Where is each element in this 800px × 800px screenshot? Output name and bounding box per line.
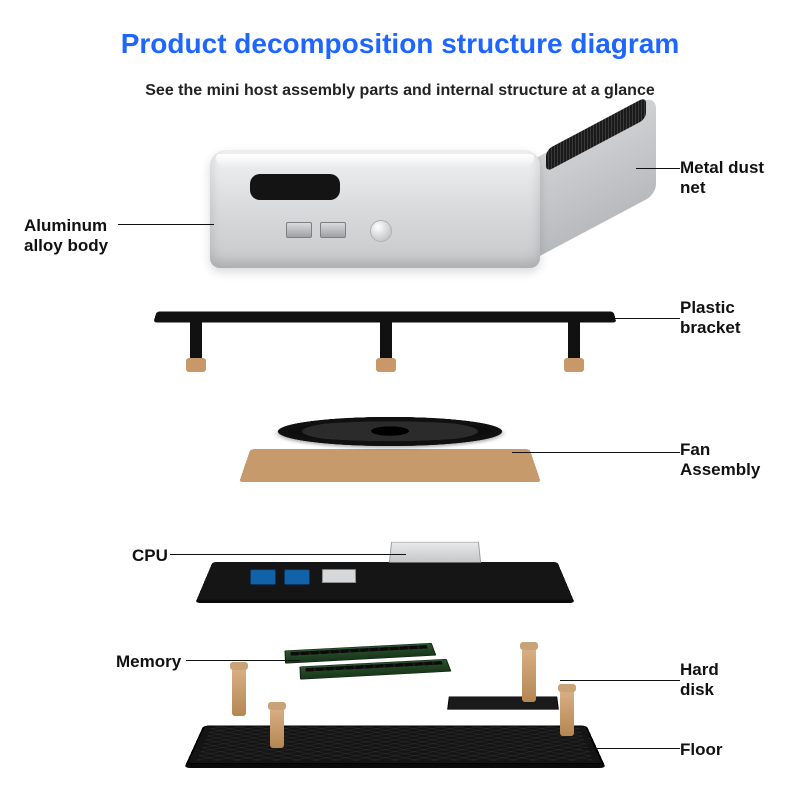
callout-aluminum_body: Aluminum alloy body bbox=[24, 216, 108, 255]
floor-plate-icon bbox=[186, 726, 604, 765]
callout-memory: Memory bbox=[116, 652, 181, 672]
standoff-icon bbox=[522, 648, 536, 702]
standoff-icon bbox=[270, 708, 284, 748]
chassis-side bbox=[536, 94, 656, 258]
floor-texture bbox=[197, 725, 593, 760]
front-port-b bbox=[320, 222, 346, 238]
standoff-icon bbox=[560, 690, 574, 736]
aluminum-body-icon bbox=[210, 150, 540, 268]
callout-cpu: CPU bbox=[132, 546, 168, 566]
cpu-icon bbox=[389, 542, 481, 563]
memory-stick-icon bbox=[284, 643, 436, 664]
diagram-stage: Aluminum alloy body CPU Memory Metal dust n… bbox=[0, 0, 800, 800]
bracket-leg bbox=[190, 316, 202, 362]
front-slot bbox=[250, 174, 340, 200]
rear-port-icon bbox=[322, 569, 356, 583]
page-subtitle: See the mini host assembly parts and int… bbox=[0, 82, 800, 100]
leader-memory bbox=[186, 660, 300, 661]
metal-dust-net-icon bbox=[546, 97, 646, 172]
motherboard-icon bbox=[197, 562, 574, 600]
callout-fan_assembly: Fan Assembly bbox=[680, 440, 760, 479]
callout-metal_dust: Metal dust net bbox=[680, 158, 764, 197]
callout-plastic_bracket: Plastic bracket bbox=[680, 298, 740, 337]
leader-plastic_bracket bbox=[606, 318, 680, 319]
copper-plate-icon bbox=[239, 449, 541, 482]
callout-floor: Floor bbox=[680, 740, 723, 760]
rear-usb-icon bbox=[250, 569, 276, 585]
front-port-a bbox=[286, 222, 312, 238]
leader-metal_dust bbox=[636, 168, 680, 169]
bracket-leg bbox=[568, 316, 580, 362]
memory-stick-icon bbox=[299, 659, 451, 680]
leader-cpu bbox=[170, 554, 406, 555]
leader-aluminum_body bbox=[118, 224, 214, 225]
callout-hard_disk: Hard disk bbox=[680, 660, 719, 699]
power-button-icon bbox=[370, 220, 392, 242]
hard-disk-icon bbox=[447, 697, 559, 710]
standoff-icon bbox=[232, 668, 246, 716]
fan-assembly-icon bbox=[274, 417, 506, 446]
page-title: Product decomposition structure diagram bbox=[0, 0, 800, 60]
leader-hard_disk bbox=[560, 680, 680, 681]
leader-fan_assembly bbox=[512, 452, 680, 453]
bracket-foot bbox=[186, 358, 206, 372]
leader-floor bbox=[582, 748, 680, 749]
plastic-bracket-icon bbox=[154, 312, 617, 323]
rear-usb-icon bbox=[284, 569, 310, 585]
bracket-foot bbox=[376, 358, 396, 372]
bracket-foot bbox=[564, 358, 584, 372]
bracket-leg bbox=[380, 316, 392, 362]
